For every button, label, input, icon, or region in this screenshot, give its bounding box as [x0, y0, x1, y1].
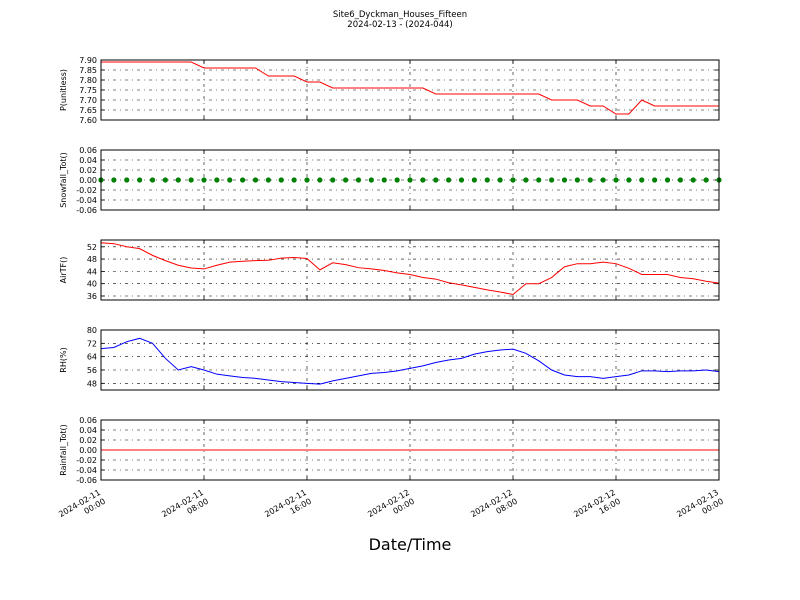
y-tick-label: 0.04	[79, 156, 97, 165]
y-axis-label: RH(%)	[59, 347, 68, 372]
data-point	[162, 177, 168, 183]
data-point	[523, 177, 529, 183]
data-point	[497, 177, 503, 183]
y-tick-label: 0.00	[79, 446, 97, 455]
y-tick-label: -0.02	[76, 456, 97, 465]
figure-subtitle: 2024-02-13 - (2024-044)	[347, 20, 452, 30]
y-tick-label: 0.02	[79, 436, 97, 445]
data-point	[561, 177, 568, 183]
y-tick-label: 0.06	[79, 416, 97, 425]
axes-frame	[100, 149, 720, 211]
data-point	[677, 177, 683, 183]
data-point	[626, 177, 632, 183]
data-point	[381, 177, 387, 183]
y-tick-label: 7.60	[79, 116, 97, 125]
data-point	[587, 177, 593, 183]
axes-frame	[100, 59, 720, 121]
y-tick-label: 0.00	[79, 176, 97, 185]
data-point	[458, 177, 465, 183]
subplot: 7.607.657.707.757.807.857.90 P(unitless)	[59, 56, 720, 125]
data-point	[188, 177, 194, 183]
axes-frame	[100, 239, 720, 301]
y-tick-label: 48	[87, 379, 97, 388]
y-tick-label: 7.75	[79, 86, 97, 95]
data-point	[574, 177, 580, 183]
y-axis-label: P(unitless)	[59, 69, 68, 111]
data-point	[240, 177, 246, 183]
y-tick-label: 72	[87, 339, 97, 348]
axes-frame	[100, 419, 720, 481]
axes-frame	[100, 329, 720, 391]
data-line	[101, 61, 719, 115]
data-point	[407, 177, 413, 183]
data-point	[175, 177, 181, 183]
data-point	[330, 177, 336, 183]
data-point	[368, 177, 374, 183]
figure-title: Site6_Dyckman_Houses_Fifteen	[333, 10, 467, 20]
data-point	[433, 177, 439, 183]
data-point	[703, 177, 709, 183]
data-point	[124, 177, 130, 183]
data-point	[265, 177, 271, 183]
y-tick-label: 40	[87, 280, 97, 289]
y-tick-label: 0.06	[79, 146, 97, 155]
data-point	[291, 177, 297, 183]
data-point	[690, 177, 696, 183]
data-point	[137, 177, 143, 183]
data-point	[111, 177, 117, 183]
data-line	[100, 242, 720, 295]
data-point	[549, 177, 555, 183]
data-point	[600, 177, 606, 183]
x-axis-label: Date/Time	[369, 535, 452, 554]
y-tick-label: -0.02	[76, 186, 97, 195]
y-tick-label: 7.80	[79, 76, 97, 85]
data-line	[100, 337, 720, 385]
y-tick-label: 0.04	[79, 426, 97, 435]
y-tick-label: 56	[87, 366, 97, 375]
y-tick-label: 7.70	[79, 96, 97, 105]
y-tick-label: -0.06	[76, 476, 97, 485]
data-point	[471, 177, 477, 183]
data-point	[652, 177, 658, 183]
data-point	[201, 177, 207, 183]
subplot: 48 56 64 72 80 RH(%)	[59, 326, 720, 391]
subplot: 36 40 44 48 52 AirTF()	[59, 239, 720, 301]
data-point	[227, 177, 233, 183]
data-point	[484, 177, 490, 183]
data-point	[394, 177, 400, 183]
data-point	[317, 177, 323, 183]
data-point	[355, 177, 362, 183]
data-point	[252, 177, 259, 183]
y-tick-label: -0.06	[76, 206, 97, 215]
data-point	[149, 177, 156, 183]
y-tick-label: 7.85	[79, 66, 97, 75]
data-point	[214, 177, 220, 183]
y-tick-label: 0.02	[79, 166, 97, 175]
y-tick-label: -0.04	[76, 466, 97, 475]
data-point	[536, 177, 542, 183]
data-point	[664, 177, 671, 183]
y-tick-label: 64	[87, 353, 97, 362]
subplot: -0.06-0.04-0.020.000.020.040.06 Snowfall_…	[59, 146, 722, 215]
data-point	[639, 177, 645, 183]
y-axis-label: Rainfall_Tot()	[59, 424, 68, 476]
data-point	[510, 177, 516, 183]
y-axis-label: AirTF()	[59, 257, 68, 284]
data-point	[446, 177, 452, 183]
data-point	[420, 177, 426, 183]
y-tick-label: -0.04	[76, 196, 97, 205]
y-tick-label: 44	[87, 267, 97, 276]
data-point	[343, 177, 349, 183]
y-axis-label: Snowfall_Tot()	[59, 152, 68, 208]
y-tick-label: 7.65	[79, 106, 97, 115]
y-tick-label: 7.90	[79, 56, 97, 65]
y-tick-label: 80	[87, 326, 97, 335]
data-point	[278, 177, 284, 183]
y-tick-label: 52	[87, 243, 97, 252]
data-point	[613, 177, 619, 183]
data-point	[304, 177, 310, 183]
y-tick-label: 36	[87, 292, 97, 301]
y-tick-label: 48	[87, 255, 97, 264]
